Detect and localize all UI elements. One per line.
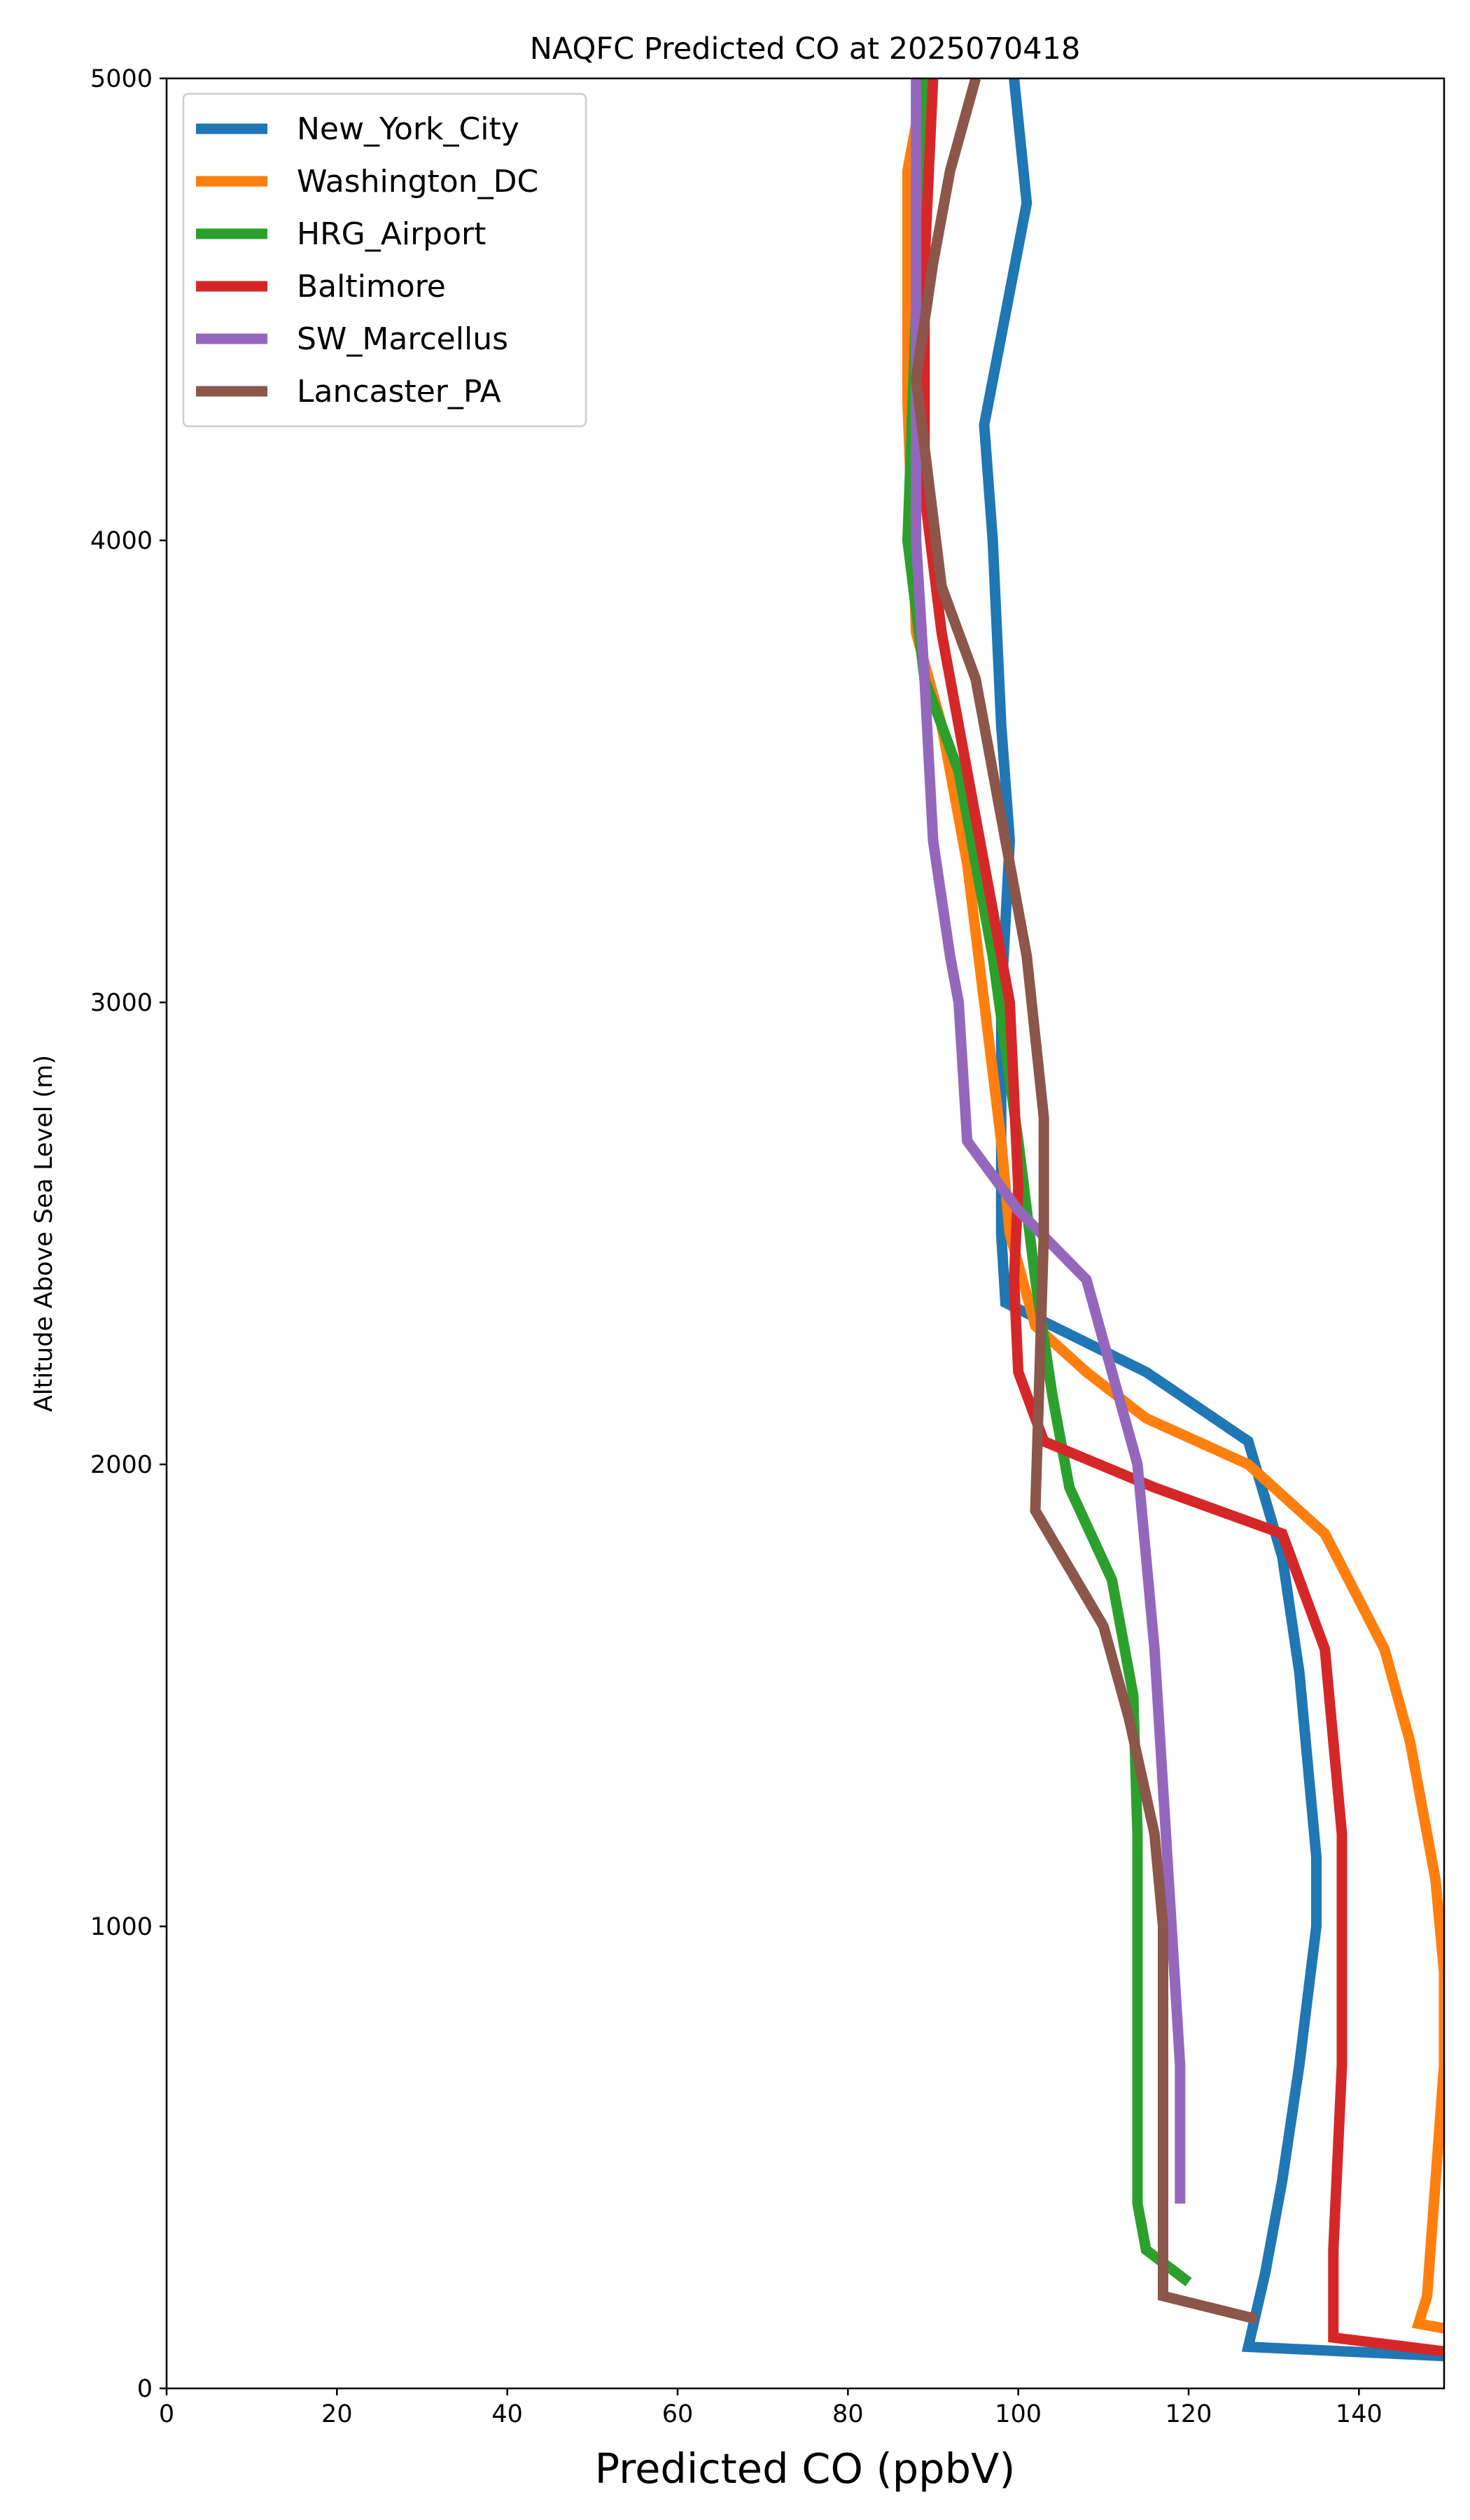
- series-line-lancaster-pa: [911, 78, 1259, 2325]
- chart-title: NAQFC Predicted CO at 2025070418: [530, 31, 1081, 66]
- legend-label: Washington_DC: [297, 164, 538, 200]
- y-tick-label: 5000: [90, 65, 153, 93]
- x-tick-label: 80: [832, 2400, 864, 2428]
- x-axis-ticks: 0 20 40 60 80 100 120 140: [159, 2388, 1382, 2428]
- x-tick-label: 60: [662, 2400, 694, 2428]
- series-line-new-york-city: [979, 78, 1444, 2362]
- legend: New_York_City Washington_DC HRG_Airport Bal…: [182, 92, 587, 428]
- legend-label: HRG_Airport: [297, 216, 486, 252]
- x-tick-label: 100: [995, 2400, 1042, 2428]
- x-tick-label: 20: [321, 2400, 353, 2428]
- legend-label: New_York_City: [297, 111, 519, 147]
- y-axis-ticks: 0 1000 2000 3000 4000 5000: [90, 65, 167, 2403]
- x-tick-label: 140: [1336, 2400, 1382, 2428]
- y-tick-label: 4000: [90, 527, 153, 555]
- y-tick-label: 1000: [90, 1913, 153, 1941]
- legend-label: Baltimore: [297, 269, 446, 304]
- x-axis-label: Predicted CO (ppbV): [595, 2444, 1016, 2493]
- y-tick-label: 2000: [90, 1451, 153, 1479]
- series-lines: [902, 78, 1444, 2362]
- series-line-baltimore: [919, 78, 1444, 2357]
- legend-label: SW_Marcellus: [297, 321, 508, 357]
- y-tick-label: 3000: [90, 989, 153, 1017]
- y-axis-label: Altitude Above Sea Level (m): [30, 1055, 58, 1412]
- series-line-sw-marcellus: [911, 78, 1186, 2204]
- legend-box: [182, 92, 587, 428]
- x-tick-label: 40: [491, 2400, 523, 2428]
- plot-frame: [165, 77, 1446, 2390]
- x-tick-label: 0: [159, 2400, 174, 2428]
- y-tick-label: 0: [137, 2375, 153, 2403]
- legend-label: Lancaster_PA: [297, 374, 501, 410]
- x-tick-label: 120: [1166, 2400, 1212, 2428]
